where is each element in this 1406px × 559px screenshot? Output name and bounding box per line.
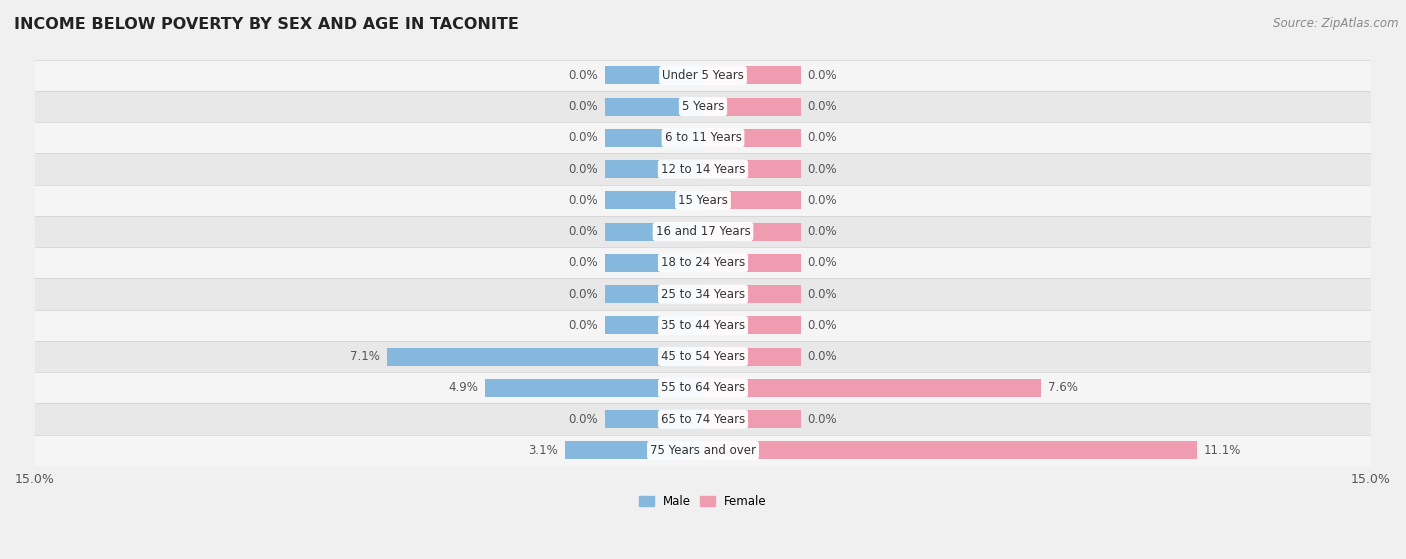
Bar <box>605 97 703 116</box>
Text: 7.6%: 7.6% <box>1047 381 1078 394</box>
Text: 0.0%: 0.0% <box>568 288 599 301</box>
Text: 15 Years: 15 Years <box>678 194 728 207</box>
Text: 0.0%: 0.0% <box>807 413 838 425</box>
Bar <box>35 435 1371 466</box>
Bar <box>35 278 1371 310</box>
Text: 3.1%: 3.1% <box>529 444 558 457</box>
Text: 12 to 14 Years: 12 to 14 Years <box>661 163 745 176</box>
Bar <box>485 379 703 397</box>
Text: 16 and 17 Years: 16 and 17 Years <box>655 225 751 238</box>
Text: Under 5 Years: Under 5 Years <box>662 69 744 82</box>
Text: 0.0%: 0.0% <box>568 69 599 82</box>
Text: 0.0%: 0.0% <box>807 194 838 207</box>
Bar <box>605 285 703 303</box>
Bar <box>703 222 801 241</box>
Bar <box>703 316 801 334</box>
Text: 0.0%: 0.0% <box>807 225 838 238</box>
Text: 4.9%: 4.9% <box>449 381 478 394</box>
Bar <box>605 254 703 272</box>
Text: 45 to 54 Years: 45 to 54 Years <box>661 350 745 363</box>
Bar <box>703 67 801 84</box>
Bar <box>565 441 703 459</box>
Text: 0.0%: 0.0% <box>568 194 599 207</box>
Text: 0.0%: 0.0% <box>807 257 838 269</box>
Bar <box>35 341 1371 372</box>
Bar <box>605 129 703 147</box>
Bar <box>387 348 703 366</box>
Text: 0.0%: 0.0% <box>807 69 838 82</box>
Text: 5 Years: 5 Years <box>682 100 724 113</box>
Bar <box>703 254 801 272</box>
Bar <box>605 191 703 210</box>
Bar <box>35 184 1371 216</box>
Bar <box>703 160 801 178</box>
Bar <box>703 410 801 428</box>
Text: 0.0%: 0.0% <box>807 131 838 144</box>
Bar <box>703 97 801 116</box>
Text: 11.1%: 11.1% <box>1204 444 1241 457</box>
Text: Source: ZipAtlas.com: Source: ZipAtlas.com <box>1274 17 1399 30</box>
Bar <box>35 216 1371 247</box>
Bar <box>35 60 1371 91</box>
Text: 0.0%: 0.0% <box>807 350 838 363</box>
Text: 18 to 24 Years: 18 to 24 Years <box>661 257 745 269</box>
Text: 0.0%: 0.0% <box>568 413 599 425</box>
Text: 6 to 11 Years: 6 to 11 Years <box>665 131 741 144</box>
Text: 0.0%: 0.0% <box>568 100 599 113</box>
Bar <box>605 222 703 241</box>
Text: 65 to 74 Years: 65 to 74 Years <box>661 413 745 425</box>
Text: 0.0%: 0.0% <box>807 288 838 301</box>
Text: 0.0%: 0.0% <box>568 163 599 176</box>
Bar <box>703 191 801 210</box>
Bar <box>605 410 703 428</box>
Bar <box>703 129 801 147</box>
Text: 25 to 34 Years: 25 to 34 Years <box>661 288 745 301</box>
Bar <box>703 285 801 303</box>
Text: 0.0%: 0.0% <box>807 100 838 113</box>
Text: 7.1%: 7.1% <box>350 350 380 363</box>
Text: 0.0%: 0.0% <box>568 257 599 269</box>
Text: 0.0%: 0.0% <box>568 319 599 332</box>
Text: 0.0%: 0.0% <box>568 225 599 238</box>
Legend: Male, Female: Male, Female <box>634 490 772 513</box>
Bar <box>35 372 1371 404</box>
Text: 0.0%: 0.0% <box>807 163 838 176</box>
Bar <box>703 348 801 366</box>
Text: INCOME BELOW POVERTY BY SEX AND AGE IN TACONITE: INCOME BELOW POVERTY BY SEX AND AGE IN T… <box>14 17 519 32</box>
Text: 75 Years and over: 75 Years and over <box>650 444 756 457</box>
Bar <box>605 160 703 178</box>
Text: 0.0%: 0.0% <box>568 131 599 144</box>
Bar <box>35 310 1371 341</box>
Bar <box>35 154 1371 184</box>
Text: 0.0%: 0.0% <box>807 319 838 332</box>
Bar <box>35 91 1371 122</box>
Text: 55 to 64 Years: 55 to 64 Years <box>661 381 745 394</box>
Bar <box>35 247 1371 278</box>
Bar <box>703 379 1042 397</box>
Bar <box>35 122 1371 154</box>
Bar <box>35 404 1371 435</box>
Bar <box>703 441 1198 459</box>
Bar <box>605 67 703 84</box>
Text: 35 to 44 Years: 35 to 44 Years <box>661 319 745 332</box>
Bar <box>605 316 703 334</box>
